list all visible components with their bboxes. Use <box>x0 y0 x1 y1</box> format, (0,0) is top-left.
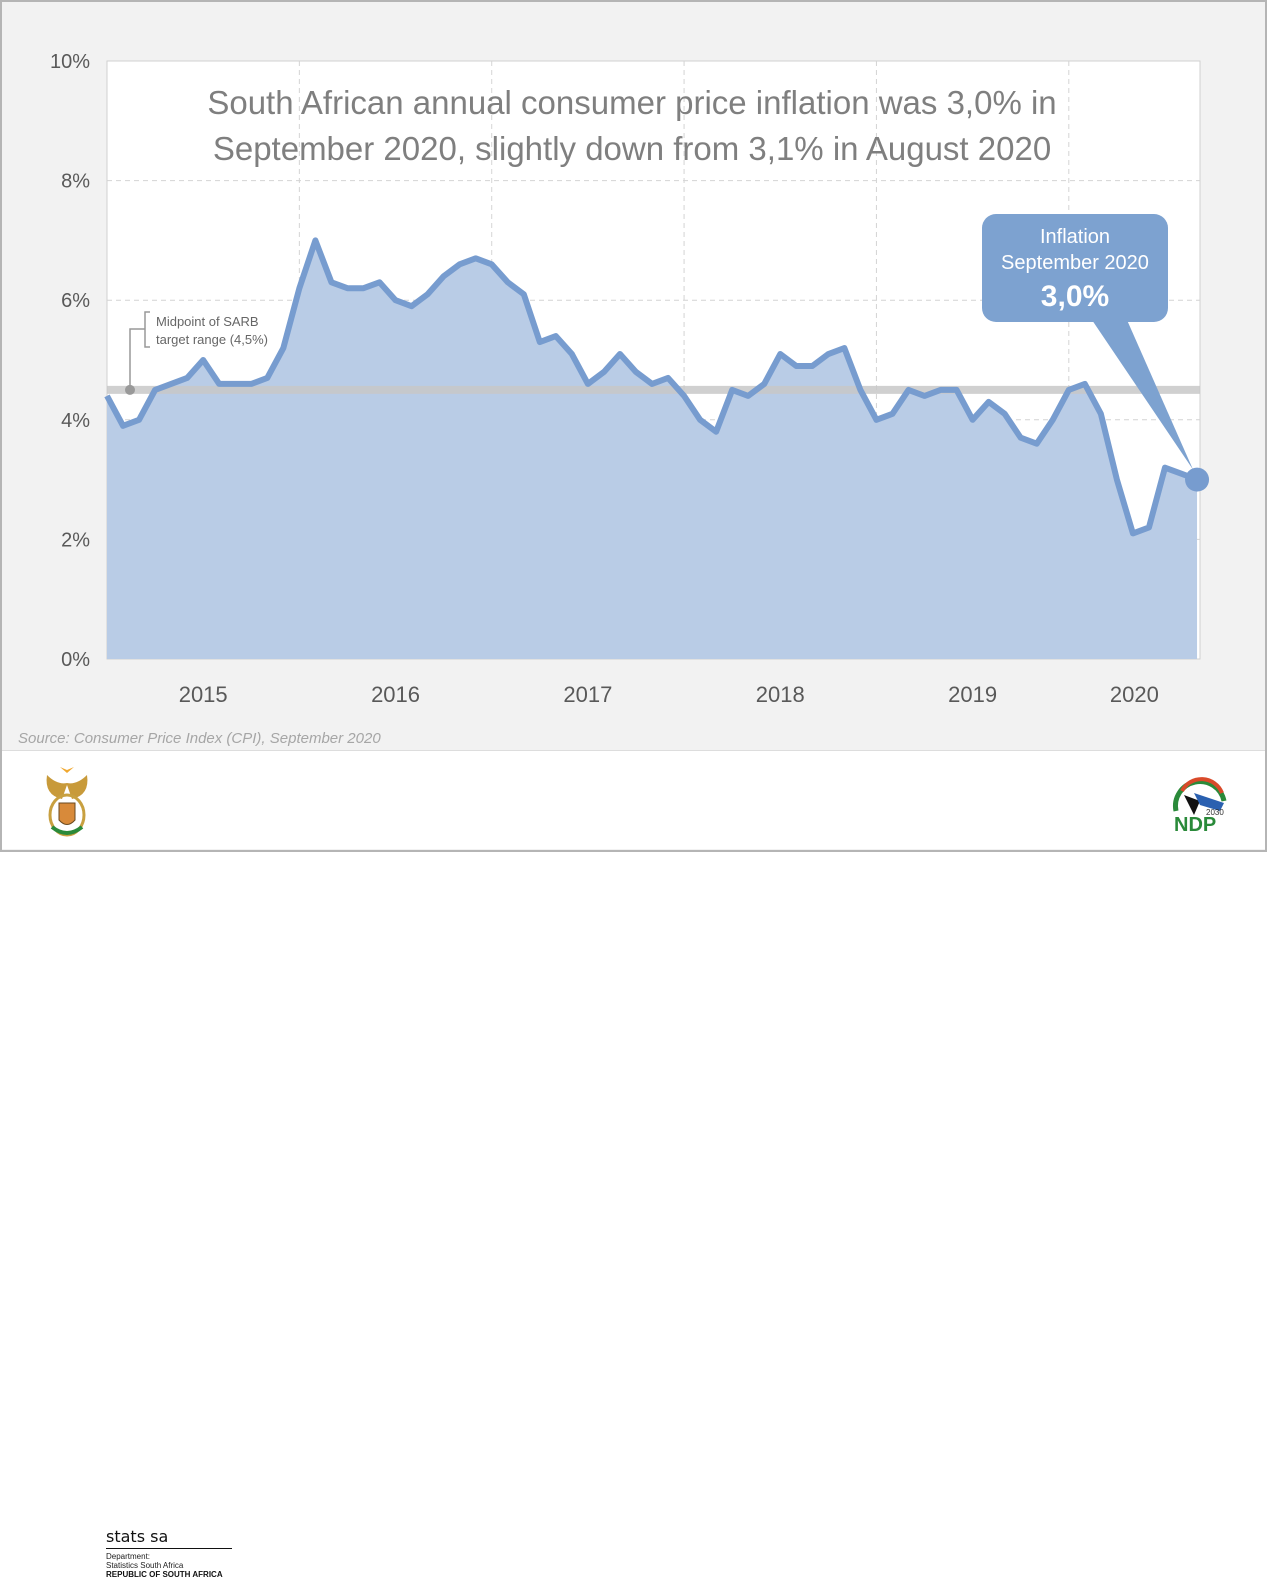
svg-text:NDP: NDP <box>1174 814 1216 835</box>
inflation-line <box>104 237 1199 537</box>
x-tick-label: 2018 <box>756 682 805 707</box>
x-tick-label: 2020 <box>1110 682 1159 707</box>
dept-name: Statistics South Africa <box>106 1561 184 1570</box>
chart-title: South African annual consumer price infl… <box>207 84 1056 121</box>
inflation-area <box>107 240 1198 659</box>
footer: stats sa Department: Statistics South Af… <box>2 750 1265 1579</box>
latest-point-marker <box>1185 467 1210 492</box>
callout-pointer <box>1092 320 1194 470</box>
y-tick-label: 0% <box>61 649 90 671</box>
inflation-chart: 0% 2% 4% 6% 8% 10% 2015 2016 2017 2018 2019 2020 Mid… <box>50 51 1210 707</box>
reference-bracket <box>129 311 150 390</box>
svg-text:2030: 2030 <box>1206 808 1224 817</box>
callout-label: Inflation <box>1040 226 1110 248</box>
callout-box <box>982 214 1168 322</box>
dept-label: Department: <box>106 1552 151 1561</box>
stats-sa-brand: stats sa Department: Statistics South Af… <box>106 1527 232 1579</box>
callout-label: September 2020 <box>1001 252 1149 274</box>
y-tick-label: 4% <box>61 410 90 432</box>
country-name: REPUBLIC OF SOUTH AFRICA <box>106 1570 223 1579</box>
y-tick-label: 2% <box>61 529 90 551</box>
y-tick-label: 10% <box>50 51 90 73</box>
x-tick-label: 2016 <box>371 682 420 707</box>
infographic-frame: 0% 2% 4% 6% 8% 10% 2015 2016 2017 2018 2019 2020 Mid… <box>0 0 1267 852</box>
reference-label: target range (4,5%) <box>156 332 268 347</box>
coat-of-arms-logo <box>46 767 88 837</box>
x-tick-label: 2019 <box>948 682 997 707</box>
ndp-2030-logo: 2015 2030 NDP <box>1173 777 1227 835</box>
reference-label: Midpoint of SARB <box>156 314 259 329</box>
y-tick-label: 8% <box>61 171 90 193</box>
x-tick-label: 2017 <box>563 682 612 707</box>
source-note: Source: Consumer Price Index (CPI), Sept… <box>18 730 381 747</box>
reference-marker <box>125 384 135 395</box>
x-tick-label: 2015 <box>179 682 228 707</box>
callout-value: 3,0% <box>1041 280 1109 313</box>
y-tick-label: 6% <box>61 290 90 312</box>
org-name: stats sa <box>106 1527 232 1549</box>
chart-title: September 2020, slightly down from 3,1% … <box>213 130 1051 167</box>
